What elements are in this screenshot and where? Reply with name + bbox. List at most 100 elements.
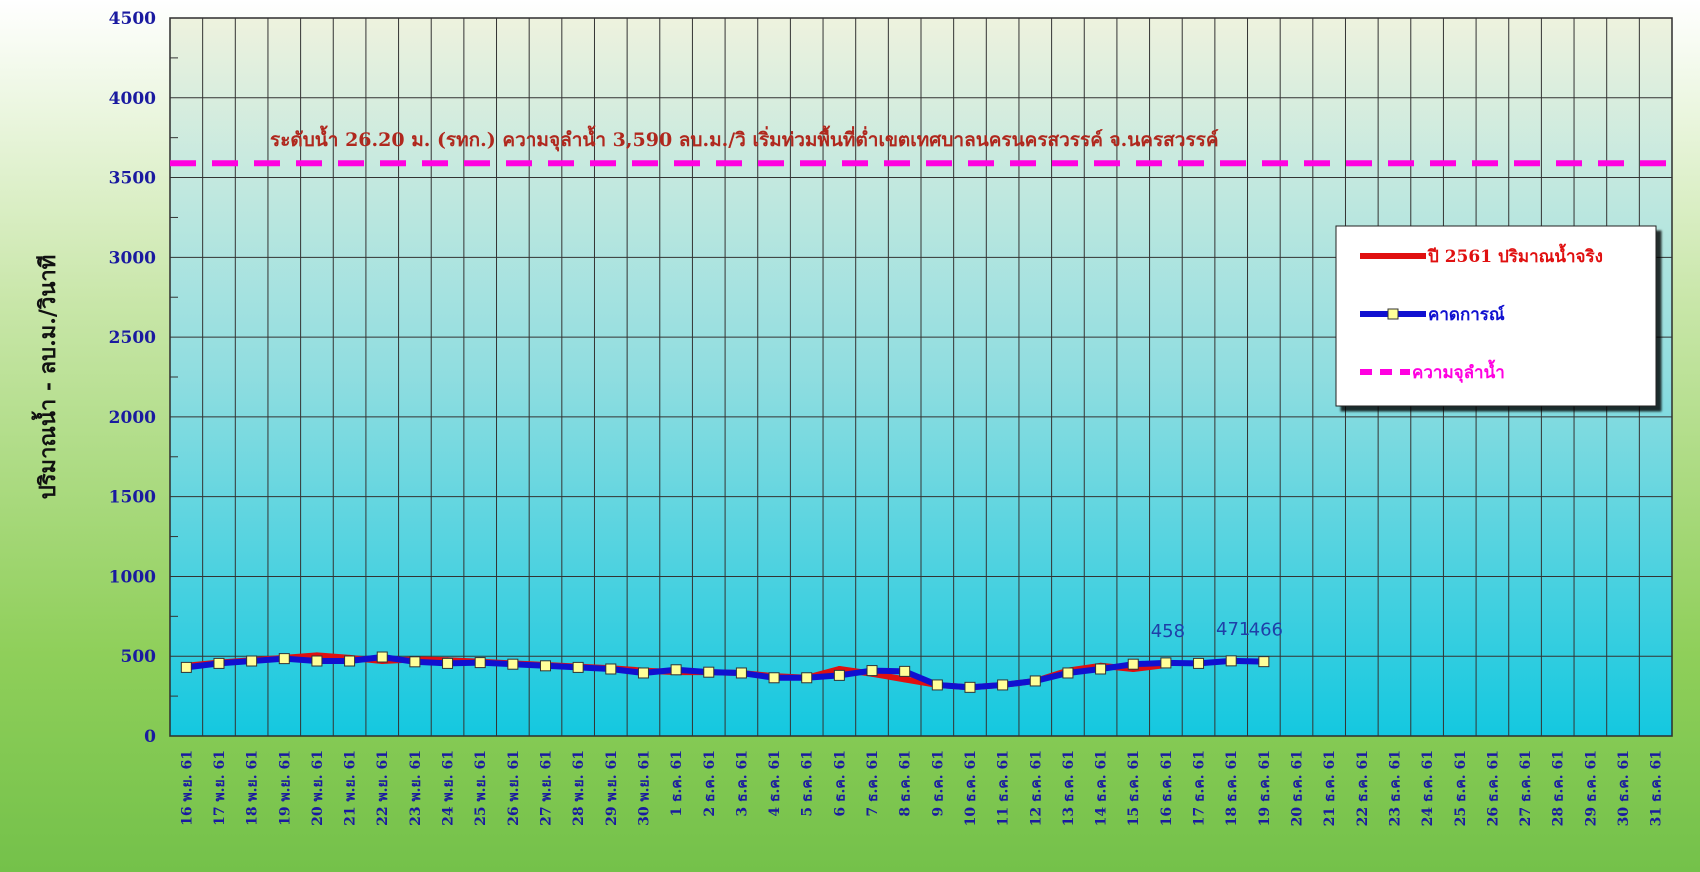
forecast-point: [409, 656, 421, 668]
x-tick-label: 16 ธ.ค. 61: [1159, 750, 1175, 826]
forecast-point: [540, 660, 551, 672]
y-tick-label: 2500: [109, 328, 156, 348]
x-tick-label: 30 พ.ย. 61: [636, 750, 652, 826]
forecast-point: [931, 679, 943, 691]
y-tick-label: 4500: [109, 9, 156, 29]
x-tick-label: 24 พ.ย. 61: [441, 750, 457, 826]
x-tick-label: 13 ธ.ค. 61: [1061, 750, 1077, 826]
x-tick-label: 21 พ.ย. 61: [343, 750, 359, 826]
x-tick-label: 23 ธ.ค. 61: [1387, 750, 1403, 826]
legend-label: คาดการณ์: [1428, 304, 1505, 325]
actual-point: [901, 676, 908, 683]
x-tick-label: 11 ธ.ค. 61: [996, 750, 1012, 826]
forecast-point: [1127, 658, 1139, 670]
x-tick-label: 20 พ.ย. 61: [310, 750, 326, 826]
forecast-point: [442, 657, 454, 669]
x-tick-label: 23 พ.ย. 61: [408, 750, 424, 826]
forecast-point: [997, 679, 1009, 691]
x-tick-label: 24 ธ.ค. 61: [1420, 750, 1436, 826]
x-tick-label: 12 ธ.ค. 61: [1028, 750, 1044, 826]
x-tick-label: 28 ธ.ค. 61: [1551, 750, 1567, 826]
forecast-point: [278, 653, 290, 665]
data-label: 458: [1151, 621, 1185, 642]
forecast-point: [1029, 675, 1041, 687]
x-tick-label: 2 ธ.ค. 61: [702, 750, 718, 817]
x-axis-ticks: 16 พ.ย. 61 17 พ.ย. 61 18 พ.ย. 61 19 พ.ย. 61…: [179, 750, 1664, 826]
y-tick-label: 2000: [109, 408, 156, 428]
capacity-annotation: ระดับน้ำ 26.20 ม. (รทก.) ความจุลำน้ำ 3,5…: [270, 125, 1219, 152]
x-tick-label: 5 ธ.ค. 61: [800, 750, 816, 817]
forecast-point: [1193, 657, 1205, 669]
forecast-point: [344, 655, 356, 667]
x-tick-label: 29 ธ.ค. 61: [1583, 750, 1599, 826]
x-tick-label: 16 พ.ย. 61: [179, 750, 195, 826]
x-tick-label: 14 ธ.ค. 61: [1094, 750, 1110, 826]
data-label: 466: [1249, 620, 1283, 641]
forecast-point: [670, 664, 682, 676]
x-tick-label: 22 ธ.ค. 61: [1355, 750, 1371, 826]
x-tick-label: 28 พ.ย. 61: [571, 750, 587, 826]
forecast-point: [866, 665, 878, 677]
forecast-point: [703, 666, 715, 678]
forecast-point: [572, 661, 584, 673]
x-tick-label: 22 พ.ย. 61: [375, 750, 391, 826]
forecast-point: [637, 667, 649, 679]
forecast-point: [1095, 663, 1107, 675]
forecast-point: [833, 669, 845, 681]
legend-marker: [1390, 253, 1396, 259]
forecast-point: [605, 663, 617, 675]
forecast-point: [899, 665, 911, 677]
x-tick-label: 7 ธ.ค. 61: [865, 750, 881, 817]
x-tick-label: 25 พ.ย. 61: [473, 750, 489, 826]
y-axis-ticks: 0 500 1000 1500 2000 2500 3000 3500 4000 4500: [109, 9, 156, 747]
x-tick-label: 17 ธ.ค. 61: [1192, 750, 1208, 826]
forecast-point: [311, 655, 323, 667]
forecast-point: [1225, 655, 1237, 667]
forecast-point: [735, 667, 747, 679]
x-tick-label: 20 ธ.ค. 61: [1290, 750, 1306, 826]
forecast-point: [1160, 657, 1172, 669]
forecast-point: [1258, 656, 1270, 668]
x-tick-label: 25 ธ.ค. 61: [1453, 750, 1469, 826]
y-tick-label: 4000: [109, 89, 156, 109]
y-tick-label: 3000: [109, 248, 156, 268]
x-tick-label: 9 ธ.ค. 61: [930, 750, 946, 817]
x-tick-label: 27 ธ.ค. 61: [1518, 750, 1534, 826]
x-tick-label: 1 ธ.ค. 61: [669, 750, 685, 817]
forecast-point: [1062, 667, 1074, 679]
y-axis-label: ปริมาณน้ำ - ลบ.ม./วินาที: [31, 255, 61, 499]
legend-label: ความจุลำน้ำ: [1412, 359, 1505, 383]
forecast-point: [213, 657, 225, 669]
grid-lines: [169, 17, 1673, 737]
data-label: 471: [1216, 619, 1250, 640]
forecast-point: [180, 661, 192, 673]
y-tick-label: 3500: [109, 169, 156, 189]
x-tick-label: 10 ธ.ค. 61: [963, 750, 979, 826]
x-tick-label: 31 ธ.ค. 61: [1649, 750, 1665, 826]
x-tick-label: 18 ธ.ค. 61: [1224, 750, 1240, 826]
x-tick-label: 6 ธ.ค. 61: [832, 750, 848, 817]
x-tick-label: 19 ธ.ค. 61: [1257, 750, 1273, 826]
y-tick-label: 1000: [109, 567, 156, 587]
x-tick-label: 21 ธ.ค. 61: [1322, 750, 1338, 826]
forecast-point: [507, 658, 519, 670]
x-tick-label: 27 พ.ย. 61: [539, 750, 555, 826]
x-tick-label: 26 ธ.ค. 61: [1485, 750, 1501, 826]
legend-marker: [1387, 308, 1399, 320]
forecast-point: [801, 672, 813, 684]
x-tick-label: 8 ธ.ค. 61: [898, 750, 914, 817]
x-tick-label: 15 ธ.ค. 61: [1126, 750, 1142, 826]
x-tick-label: 4 ธ.ค. 61: [767, 750, 783, 817]
forecast-point: [964, 681, 976, 693]
x-tick-label: 26 พ.ย. 61: [506, 750, 522, 826]
y-tick-label: 0: [144, 727, 156, 747]
y-tick-label: 500: [121, 647, 157, 667]
x-tick-label: 29 พ.ย. 61: [604, 750, 620, 826]
forecast-series-line: [185, 654, 1264, 691]
x-tick-label: 17 พ.ย. 61: [212, 750, 228, 826]
forecast-point: [474, 657, 486, 669]
legend-label: ปี 2561 ปริมาณน้ำจริง: [1427, 243, 1603, 267]
x-tick-label: 30 ธ.ค. 61: [1616, 750, 1632, 826]
